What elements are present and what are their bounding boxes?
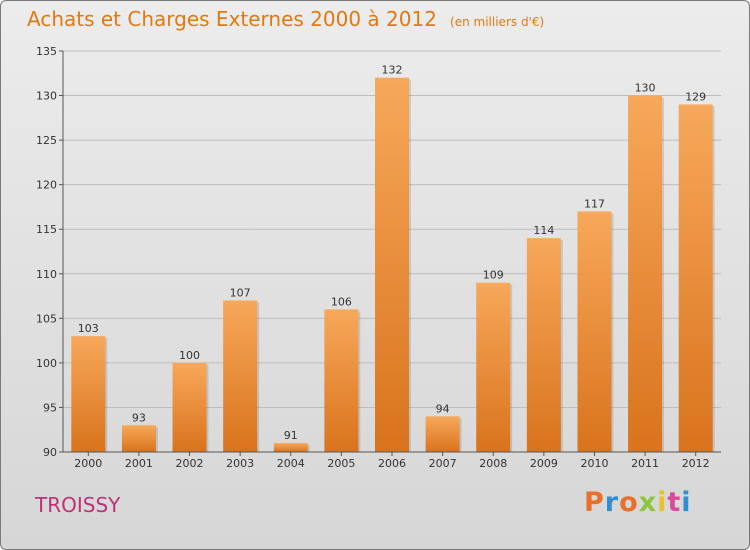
y-tick-label: 125 (36, 134, 57, 147)
bar (526, 238, 561, 452)
x-tick-label: 2004 (277, 457, 305, 470)
bar (172, 362, 207, 452)
chart-title: Achats et Charges Externes 2000 à 2012 (27, 7, 437, 31)
y-tick-label: 105 (36, 312, 57, 325)
data-label: 114 (533, 224, 554, 237)
x-tick-label: 2001 (125, 457, 153, 470)
bar (324, 309, 359, 452)
y-tick-label: 110 (36, 268, 57, 281)
y-tick-label: 90 (43, 446, 57, 459)
logo-letter: i (657, 487, 668, 518)
x-tick-label: 2002 (176, 457, 204, 470)
data-label: 94 (436, 402, 450, 415)
bar (628, 95, 663, 453)
logo-letter: t (667, 487, 682, 518)
data-label: 130 (635, 82, 656, 95)
logo-letter: P (584, 487, 605, 518)
bar (678, 104, 713, 452)
data-label: 91 (284, 429, 298, 442)
y-tick-label: 130 (36, 90, 57, 103)
x-tick-label: 2005 (327, 457, 355, 470)
x-tick-label: 2006 (378, 457, 406, 470)
bar (476, 282, 511, 452)
bar (273, 443, 308, 452)
y-tick-label: 135 (36, 45, 57, 58)
data-label: 100 (179, 349, 200, 362)
y-tick-label: 115 (36, 223, 57, 236)
logo-letter: o (619, 487, 639, 518)
y-tick-label: 100 (36, 357, 57, 370)
x-tick-label: 2000 (74, 457, 102, 470)
logo-letter: i (681, 487, 692, 518)
x-tick-label: 2008 (479, 457, 507, 470)
bar (223, 300, 258, 452)
data-label: 103 (78, 322, 99, 335)
data-label: 117 (584, 197, 605, 210)
bar (121, 425, 156, 452)
logo-letter: r (604, 487, 620, 518)
x-tick-label: 2010 (580, 457, 608, 470)
data-label: 93 (132, 411, 146, 424)
data-label: 132 (382, 64, 403, 77)
chart-unit: (en milliers d'€) (450, 15, 545, 29)
x-tick-label: 2003 (226, 457, 254, 470)
bar (375, 77, 409, 452)
y-tick-label: 120 (36, 179, 57, 192)
x-tick-label: 2011 (631, 457, 659, 470)
bar (71, 336, 106, 452)
data-label: 129 (685, 90, 706, 103)
x-tick-label: 2007 (429, 457, 457, 470)
data-label: 107 (230, 287, 251, 300)
data-label: 106 (331, 295, 352, 308)
x-tick-label: 2009 (530, 457, 558, 470)
bar (425, 416, 460, 452)
commune-name: TROISSY (35, 493, 121, 517)
bar (577, 211, 612, 452)
proxiti-logo: Proxiti (584, 487, 692, 518)
title-row: Achats et Charges Externes 2000 à 2012 (… (27, 7, 544, 31)
logo-letter: x (638, 487, 658, 518)
data-label: 109 (483, 269, 504, 282)
x-tick-label: 2012 (682, 457, 710, 470)
y-tick-label: 95 (43, 401, 57, 414)
